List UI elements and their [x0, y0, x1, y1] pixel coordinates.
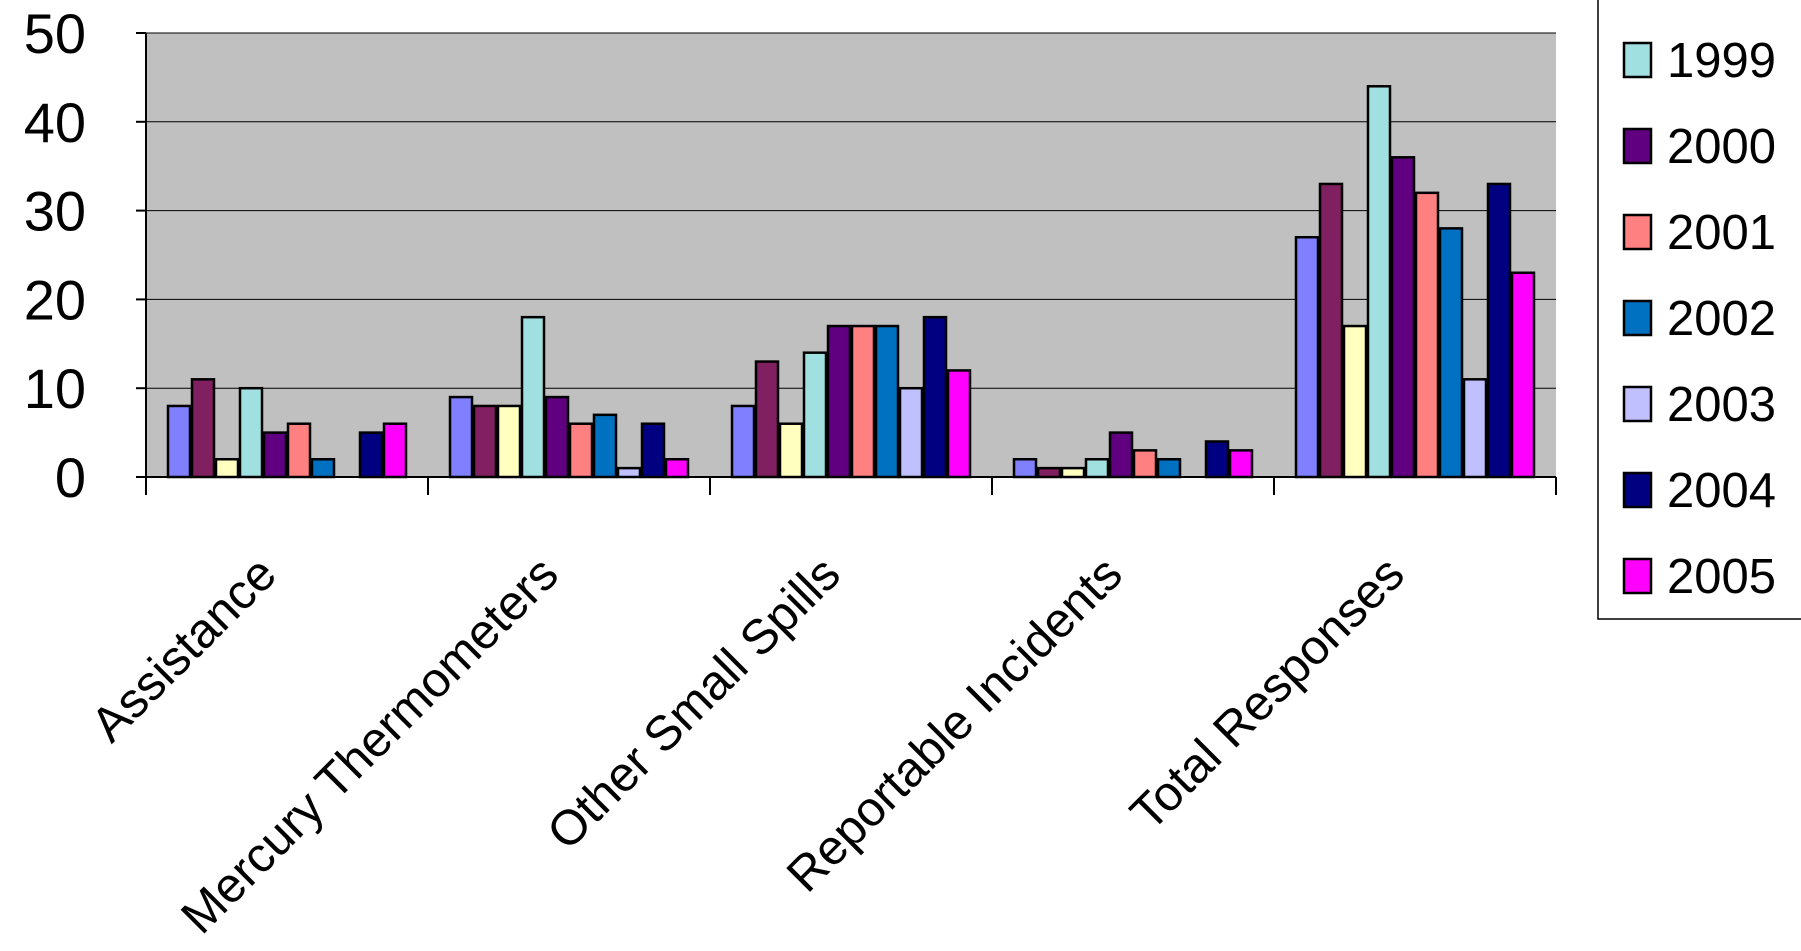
bar-reportable-incidents-series-3 [1060, 466, 1086, 479]
legend-swatch-2004 [1622, 471, 1653, 509]
legend-swatch-2003 [1622, 385, 1653, 423]
bar-reportable-incidents-series-2 [1036, 466, 1062, 479]
bar-assistance-2002 [310, 457, 336, 479]
legend-label-2005: 2005 [1667, 550, 1776, 604]
bar-total-responses-2002 [1438, 227, 1464, 479]
legend-label-2001: 2001 [1667, 206, 1776, 260]
legend-label-2002: 2002 [1667, 292, 1776, 346]
x-tick-label-total-responses: Total Responses [1120, 547, 1414, 841]
bar-mercury-thermometers-2000 [544, 395, 570, 479]
y-tick-label-30: 30 [24, 180, 86, 243]
bar-reportable-incidents-2000 [1108, 431, 1134, 479]
bar-assistance-1999 [238, 386, 264, 479]
bar-total-responses-series-3 [1342, 324, 1368, 479]
bar-mercury-thermometers-2005 [664, 457, 690, 479]
bar-total-responses-series-2 [1318, 182, 1344, 479]
bar-total-responses-2001 [1414, 191, 1440, 479]
bar-mercury-thermometers-2002 [592, 413, 618, 479]
bar-assistance-2001 [286, 422, 312, 479]
bar-total-responses-2003 [1462, 378, 1488, 479]
bar-reportable-incidents-2004 [1204, 440, 1230, 479]
bar-assistance-series-1 [166, 404, 192, 479]
y-tick-label-40: 40 [24, 91, 86, 154]
bar-assistance-2000 [262, 431, 288, 479]
x-tick-label-assistance: Assistance [81, 547, 287, 753]
bar-other-small-spills-1999 [802, 351, 828, 479]
bar-reportable-incidents-1999 [1084, 457, 1110, 479]
bar-mercury-thermometers-series-2 [472, 404, 498, 479]
bar-mercury-thermometers-1999 [520, 315, 546, 479]
bar-other-small-spills-2004 [922, 315, 948, 479]
bar-assistance-series-2 [190, 378, 216, 479]
legend: 1999 2000 2001 2002 2003 2004 2005 [1597, 0, 1801, 620]
bar-reportable-incidents-series-1 [1012, 457, 1038, 479]
bar-other-small-spills-series-1 [730, 404, 756, 479]
bar-assistance-2004 [358, 431, 384, 479]
bar-total-responses-2005 [1510, 271, 1536, 479]
y-tick-label-20: 20 [24, 268, 86, 331]
bar-reportable-incidents-2001 [1132, 449, 1158, 479]
legend-swatch-2001 [1622, 213, 1653, 251]
legend-swatch-2005 [1622, 557, 1653, 595]
legend-label-1999: 1999 [1667, 34, 1776, 88]
y-tick-label-50: 50 [24, 2, 86, 65]
legend-label-2004: 2004 [1667, 464, 1776, 518]
bar-other-small-spills-series-3 [778, 422, 804, 479]
bar-mercury-thermometers-series-1 [448, 395, 474, 479]
bar-other-small-spills-2001 [850, 324, 876, 479]
bar-other-small-spills-2002 [874, 324, 900, 479]
legend-swatch-1999 [1622, 41, 1653, 79]
bar-other-small-spills-series-2 [754, 360, 780, 479]
bar-assistance-series-3 [214, 457, 240, 479]
bar-other-small-spills-2003 [898, 386, 924, 479]
axes [136, 32, 1557, 495]
bar-total-responses-series-1 [1294, 235, 1320, 479]
y-tick-labels: 0 10 20 30 40 50 [24, 2, 86, 509]
bar-mercury-thermometers-series-3 [496, 404, 522, 479]
legend-label-2000: 2000 [1667, 120, 1776, 174]
bar-reportable-incidents-2002 [1156, 457, 1182, 479]
bar-other-small-spills-2005 [946, 369, 972, 479]
legend-swatch-2000 [1622, 127, 1653, 165]
y-tick-label-0: 0 [55, 446, 86, 509]
bar-mercury-thermometers-2001 [568, 422, 594, 479]
bar-total-responses-2004 [1486, 182, 1512, 479]
bar-mercury-thermometers-2004 [640, 422, 666, 479]
bar-total-responses-1999 [1366, 85, 1392, 479]
x-tick-label-other-small-spills: Other Small Spills [537, 547, 851, 861]
bars [166, 85, 1536, 479]
bar-assistance-2005 [382, 422, 408, 479]
bar-mercury-thermometers-2003 [616, 466, 642, 479]
bar-other-small-spills-2000 [826, 324, 852, 479]
legend-label-2003: 2003 [1667, 378, 1776, 432]
bar-reportable-incidents-2005 [1228, 449, 1254, 479]
bar-total-responses-2000 [1390, 156, 1416, 479]
y-tick-label-10: 10 [24, 357, 86, 420]
legend-swatch-2002 [1622, 299, 1653, 337]
